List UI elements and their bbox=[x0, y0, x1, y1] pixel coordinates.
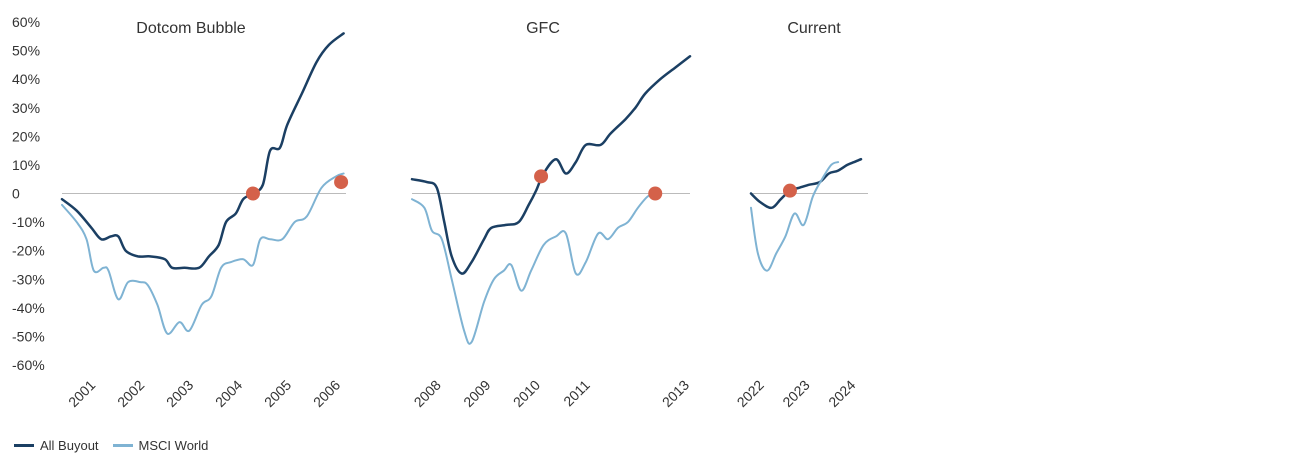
y-tick-label: -10% bbox=[12, 214, 45, 230]
x-tick-label: 2004 bbox=[212, 377, 245, 410]
series-line-buyout bbox=[749, 157, 863, 210]
x-tick-label: 2011 bbox=[560, 377, 593, 410]
legend-swatch-buyout bbox=[14, 444, 34, 447]
x-tick-label: 2010 bbox=[510, 377, 543, 410]
panel-title: Current bbox=[787, 20, 841, 37]
legend: All Buyout MSCI World bbox=[14, 438, 222, 453]
y-tick-label: 40% bbox=[12, 71, 40, 87]
y-tick-label: 60% bbox=[12, 14, 40, 30]
x-tick-label: 2009 bbox=[460, 377, 493, 410]
y-tick-label: -50% bbox=[12, 328, 45, 344]
legend-item-buyout: All Buyout bbox=[14, 438, 99, 453]
x-tick-label: 2024 bbox=[825, 377, 858, 410]
legend-item-msci: MSCI World bbox=[112, 438, 209, 453]
x-tick-label: 2002 bbox=[114, 377, 147, 410]
y-tick-label: -40% bbox=[12, 300, 45, 316]
x-tick-label: 2008 bbox=[411, 377, 444, 410]
y-tick-label: 10% bbox=[12, 157, 40, 173]
panel-title: Dotcom Bubble bbox=[136, 20, 245, 37]
y-tick-label: 0 bbox=[12, 186, 20, 202]
x-tick-label: 2003 bbox=[163, 377, 196, 410]
series-line-buyout bbox=[410, 55, 692, 275]
y-tick-label: 20% bbox=[12, 128, 40, 144]
legend-label-buyout: All Buyout bbox=[40, 438, 99, 453]
chart-panels: Dotcom Bubble 2001 2002 2003 2004 2005 2006 GFC… bbox=[60, 20, 868, 410]
panel-3: Current 2022 2023 2024 bbox=[734, 20, 868, 410]
highlight-marker bbox=[648, 186, 663, 201]
series-line-msci bbox=[61, 172, 345, 335]
chart-canvas: 60% 50% 40% 30% 20% 10% 0 -10% -20% -30% -40% -50% -… bbox=[12, 14, 868, 410]
x-tick-label: 2006 bbox=[310, 377, 343, 410]
series-line-msci bbox=[750, 161, 840, 272]
series-line-buyout bbox=[60, 32, 345, 270]
panel-title: GFC bbox=[526, 20, 560, 37]
y-tick-label: 50% bbox=[12, 43, 40, 59]
legend-label-msci: MSCI World bbox=[138, 438, 209, 453]
highlight-marker bbox=[534, 169, 549, 184]
x-tick-label: 2023 bbox=[779, 377, 812, 410]
highlight-marker bbox=[782, 183, 797, 198]
x-tick-label: 2013 bbox=[659, 377, 692, 410]
highlight-marker bbox=[334, 175, 349, 190]
x-tick-label: 2005 bbox=[261, 377, 294, 410]
y-tick-label: -30% bbox=[12, 271, 45, 287]
highlight-marker bbox=[245, 186, 260, 201]
legend-swatch-msci bbox=[112, 444, 133, 447]
y-axis: 60% 50% 40% 30% 20% 10% 0 -10% -20% -30% -40% -50% -… bbox=[12, 14, 45, 373]
x-tick-label: 2001 bbox=[65, 377, 98, 410]
panel-2: GFC 2008 2009 2010 2011 2013 bbox=[411, 20, 693, 410]
panel-1: Dotcom Bubble 2001 2002 2003 2004 2005 2006 bbox=[60, 20, 349, 410]
y-tick-label: -20% bbox=[12, 243, 45, 259]
y-tick-label: 30% bbox=[12, 100, 40, 116]
x-tick-label: 2022 bbox=[734, 377, 767, 410]
series-line-msci bbox=[411, 192, 657, 345]
y-tick-label: -60% bbox=[12, 357, 45, 373]
